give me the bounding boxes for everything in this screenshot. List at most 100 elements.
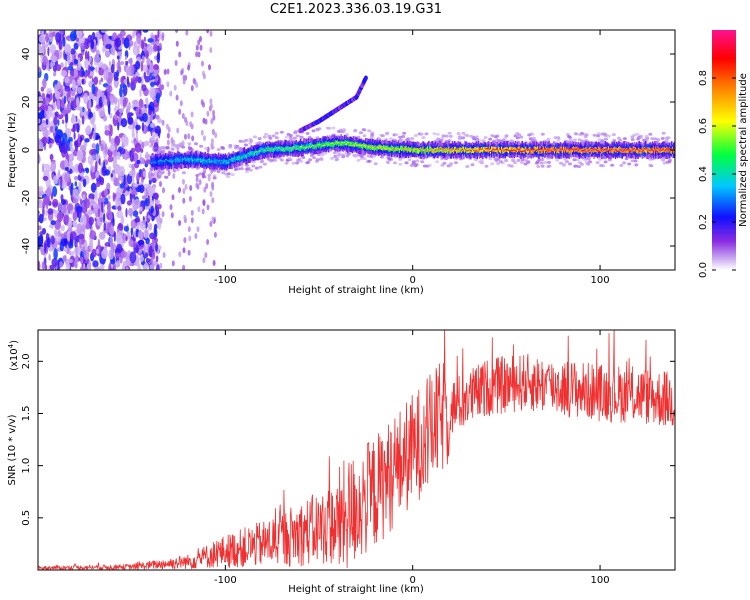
signal-cell: [556, 150, 558, 152]
signal-cell: [289, 146, 292, 149]
halo-speckle: [447, 131, 452, 135]
halo-speckle: [393, 161, 397, 165]
noise-speckle: [73, 132, 76, 140]
halo-speckle: [409, 163, 414, 167]
signal-cell: [667, 148, 670, 154]
noise-speckle: [110, 63, 115, 74]
snr-scale-exp: 4: [7, 343, 15, 348]
signal-cell: [374, 145, 376, 147]
signal-cell: [575, 148, 577, 151]
signal-cell: [664, 150, 666, 152]
colorbar-ticks: 0.00.20.40.60.8: [698, 70, 736, 278]
halo-speckle: [241, 140, 246, 143]
halo-speckle: [527, 133, 532, 137]
noise-speckle: [115, 260, 121, 268]
signal-cell: [152, 161, 155, 163]
signal-cell: [603, 149, 605, 151]
signal-cell: [641, 150, 644, 152]
noise-speckle: [42, 175, 49, 181]
noise-speckle: [125, 266, 129, 270]
halo-speckle: [149, 144, 154, 148]
branch-line: [298, 75, 368, 134]
halo-speckle: [342, 128, 347, 132]
signal-cell: [293, 146, 295, 148]
signal-cell: [585, 150, 587, 153]
noise-speckle: [138, 43, 141, 48]
colorbar-tick-label: 0.6: [698, 118, 709, 134]
signal-cell: [322, 145, 324, 147]
halo-speckle: [535, 160, 540, 164]
noise-speckle: [178, 51, 182, 58]
signal-cell: [321, 145, 323, 147]
noise-speckle: [150, 81, 155, 87]
halo-speckle: [253, 135, 257, 139]
noise-speckle: [62, 255, 67, 262]
signal-cell: [186, 159, 188, 161]
x-tick-label: 0: [410, 575, 416, 586]
signal-cell: [494, 149, 496, 151]
signal-cell: [560, 149, 563, 151]
noise-speckle: [166, 68, 170, 75]
signal-cell: [411, 149, 413, 151]
signal-cell: [228, 161, 230, 163]
halo-speckle: [367, 159, 372, 163]
signal-cell: [205, 160, 208, 163]
noise-speckle: [139, 206, 143, 212]
noise-speckle: [131, 163, 135, 171]
signal-cell: [357, 144, 359, 146]
halo-speckle: [575, 158, 580, 162]
noise-speckle: [100, 143, 104, 152]
noise-speckle: [147, 222, 153, 231]
signal-cell: [565, 150, 567, 152]
noise-speckle: [198, 179, 202, 186]
signal-cell: [592, 148, 594, 150]
noise-speckle: [142, 219, 146, 224]
halo-speckle: [366, 154, 371, 158]
noise-speckle: [88, 64, 91, 76]
signal-cell: [215, 162, 218, 164]
signal-cell: [289, 147, 292, 152]
signal-cell: [557, 147, 559, 150]
signal-cell: [325, 142, 328, 145]
noise-speckle: [93, 76, 99, 85]
signal-cell: [647, 150, 649, 153]
signal-cell: [304, 147, 306, 150]
signal-cell: [374, 146, 376, 152]
signal-cell: [502, 149, 504, 154]
signal-cell: [153, 158, 156, 164]
signal-cell: [242, 156, 245, 158]
halo-speckle: [315, 128, 320, 132]
halo-speckle: [565, 160, 569, 164]
noise-speckle: [171, 194, 175, 201]
signal-cell: [444, 149, 447, 151]
signal-cell: [479, 148, 482, 150]
y-tick-label: 1.5: [21, 406, 32, 422]
signal-cell: [376, 146, 378, 148]
noise-speckle: [118, 108, 124, 114]
signal-cell: [258, 150, 260, 152]
noise-speckle: [153, 64, 159, 71]
x-tick-label: -100: [214, 575, 237, 586]
noise-speckle: [71, 128, 77, 132]
signal-cell: [279, 146, 282, 152]
signal-cell: [401, 149, 403, 152]
signal-cell: [660, 149, 663, 151]
signal-cell: [475, 147, 477, 152]
signal-cell: [531, 148, 534, 154]
noise-speckle: [81, 115, 85, 125]
signal-cell: [406, 147, 409, 153]
halo-speckle: [427, 163, 432, 167]
signal-cell: [239, 156, 241, 161]
noise-speckle: [90, 60, 93, 67]
noise-speckle: [115, 197, 118, 210]
noise-speckle: [97, 91, 104, 97]
noise-speckle: [96, 248, 100, 255]
y-tick-label: 2.0: [21, 353, 32, 369]
signal-cell: [222, 159, 224, 165]
signal-cell: [426, 150, 429, 152]
noise-speckle: [80, 266, 84, 270]
signal-cell: [288, 147, 291, 152]
signal-cell: [409, 148, 411, 151]
signal-cell: [483, 150, 485, 152]
